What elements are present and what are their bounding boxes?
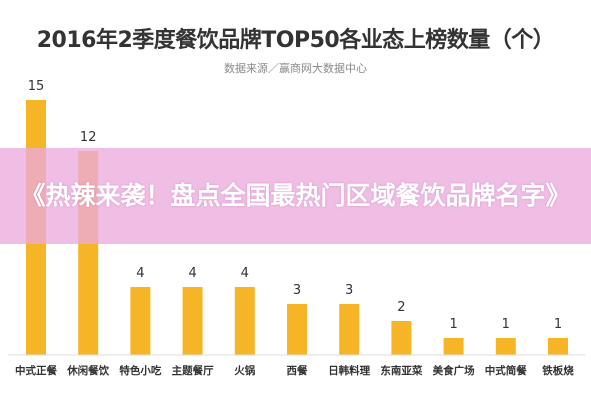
x-tick-label: 火锅 — [234, 364, 255, 377]
banner-text: 《热辣来袭！盘点全国最热门区域餐饮品牌名字》 — [20, 181, 571, 210]
x-tick-label: 中式简餐 — [485, 364, 527, 377]
bar-value-label: 4 — [188, 266, 196, 281]
bar-5 — [234, 287, 255, 355]
bar-11 — [548, 338, 568, 355]
bar-4 — [182, 287, 203, 355]
bar-8 — [391, 321, 412, 355]
x-tick-label: 西餐 — [287, 364, 308, 377]
x-tick-label: 休闲餐饮 — [66, 364, 109, 377]
chart-title: 2016年2季度餐饮品牌TOP50各业态上榜数量（个） — [36, 28, 555, 53]
bar-value-label: 15 — [28, 79, 45, 94]
labels-layer: 15 中式正餐 12 休闲餐饮 4 特色小吃 4 主题餐厅 4 火锅 3 西餐 3 日韩料理 2 东南亚菜 1 美… — [15, 79, 574, 377]
x-tick-label: 美食广场 — [433, 364, 475, 377]
x-tick-label: 特色小吃 — [119, 364, 161, 377]
x-tick-label: 日韩料理 — [328, 364, 370, 377]
bar-6 — [287, 304, 307, 355]
bar-value-label: 1 — [554, 317, 562, 332]
bar-3 — [130, 287, 151, 355]
bar-value-label: 1 — [449, 317, 457, 332]
bar-value-label: 3 — [293, 283, 301, 298]
x-tick-label: 主题餐厅 — [172, 364, 214, 377]
bar-value-label: 3 — [345, 283, 353, 298]
promo-banner[interactable]: 《热辣来袭！盘点全国最热门区域餐饮品牌名字》 — [0, 148, 591, 244]
bar-value-label: 4 — [136, 266, 144, 281]
bar-value-label: 2 — [397, 300, 405, 315]
bar-7 — [339, 304, 360, 355]
bar-value-label: 1 — [502, 317, 510, 332]
x-tick-label: 东南亚菜 — [380, 364, 422, 377]
x-tick-label: 中式正餐 — [15, 364, 57, 377]
bar-10 — [495, 338, 516, 355]
chart-subtitle: 数据来源／赢商网大数据中心 — [224, 62, 367, 75]
x-tick-label: 铁板烧 — [542, 364, 574, 377]
bar-value-label: 4 — [241, 266, 249, 281]
bar-value-label: 12 — [80, 130, 97, 145]
bar-9 — [443, 338, 464, 355]
